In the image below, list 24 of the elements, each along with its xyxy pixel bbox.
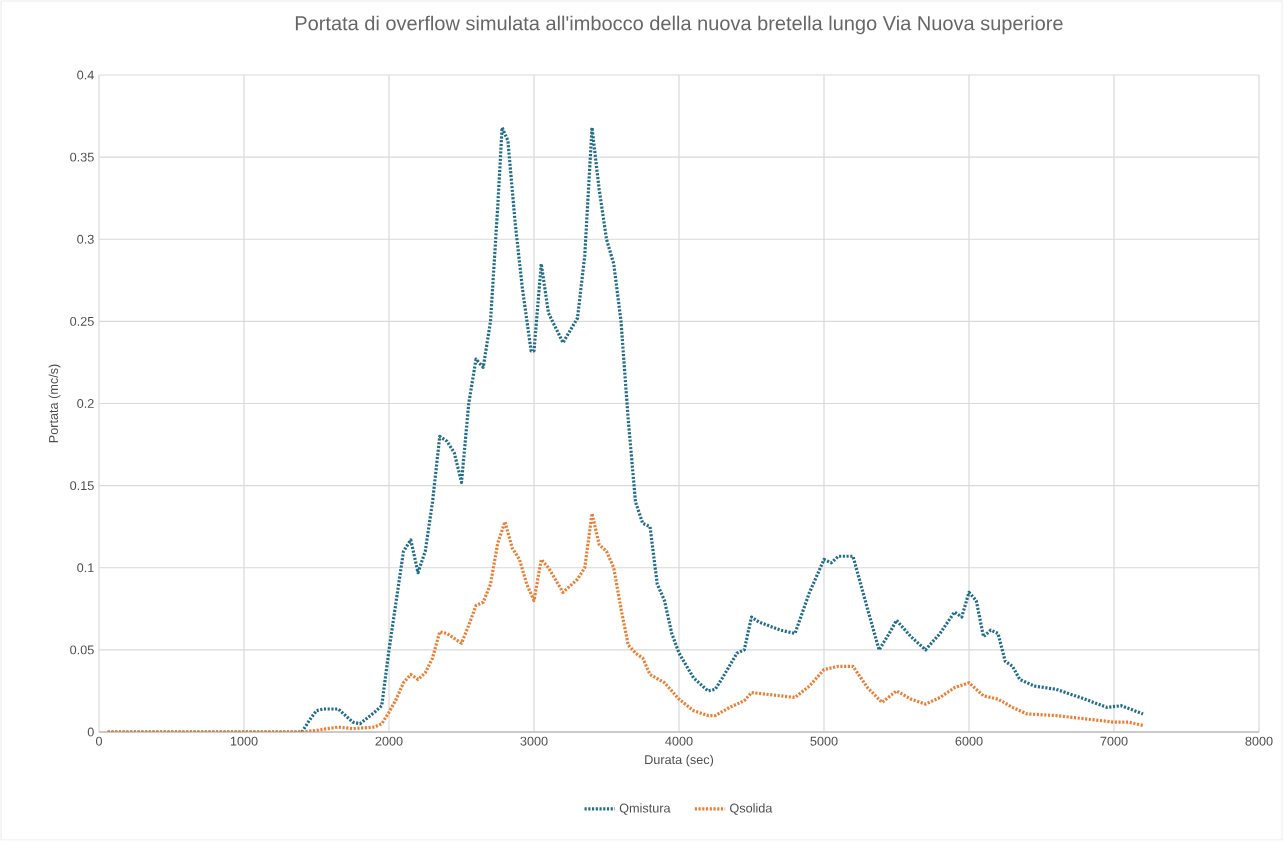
x-tick-label: 6000 [955,736,983,746]
y-tick-label: 0.2 [77,399,94,408]
x-tick-label: 8000 [1245,736,1273,746]
line-series [106,511,1145,732]
x-tick-label: 4000 [665,736,693,746]
y-axis-title: Portata (mc/s) [48,364,61,443]
x-tick-label: 2000 [375,736,403,746]
legend-label: Qsolida [730,803,773,815]
legend-label: Qmistura [619,803,671,815]
y-tick-label: 0 [87,727,94,737]
y-tick-label: 0.25 [70,316,94,326]
y-tick-label: 0.05 [70,645,94,655]
y-tick-label: 0.4 [77,70,94,80]
y-tick-label: 0.15 [70,481,94,491]
chart-title: Portata di overflow simulata all'imbocco della nuova bretella lungo Via Nuova superiore [295,15,1063,35]
y-tick-label: 0.1 [77,563,94,573]
x-tick-label: 0 [95,736,103,746]
x-axis-title: Durata (sec) [645,754,714,767]
x-tick-label: 3000 [520,736,548,746]
x-tick-label: 7000 [1100,736,1128,746]
x-tick-label: 5000 [810,736,838,746]
x-tick-label: 1000 [230,736,258,746]
y-tick-label: 0.35 [70,152,94,162]
y-tick-label: 0.3 [77,234,94,244]
